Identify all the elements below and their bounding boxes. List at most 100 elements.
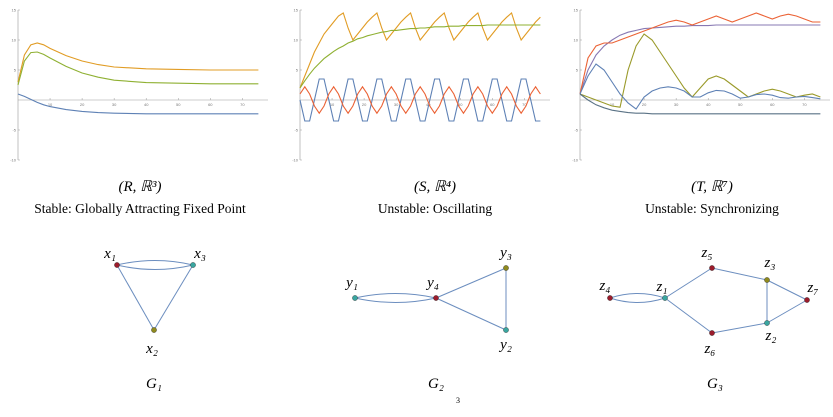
x-tick-label: 60 — [208, 102, 213, 107]
series-line — [17, 93, 259, 115]
x-tick-label: 70 — [522, 102, 527, 107]
node — [503, 265, 509, 271]
series-line — [17, 51, 259, 86]
edge — [664, 267, 713, 299]
y-tick-label: -10 — [572, 158, 579, 163]
x-tick-label: 10 — [330, 102, 335, 107]
chart-title: (T, ℝ⁷) — [691, 179, 733, 195]
y-tick-label: -10 — [292, 158, 299, 163]
x-tick-label: 10 — [610, 102, 615, 107]
edge — [354, 293, 437, 299]
y-tick-label: 5 — [296, 68, 299, 73]
node-label: y₃ — [498, 245, 512, 261]
x-tick-label: 30 — [112, 102, 117, 107]
node — [352, 295, 358, 301]
chart-subtitle: Stable: Globally Attracting Fixed Point — [34, 201, 246, 216]
y-tick-label: 15 — [12, 8, 17, 13]
series-line — [299, 12, 541, 89]
node — [190, 262, 196, 268]
node-label: y₂ — [498, 337, 512, 353]
node — [709, 330, 715, 336]
node — [709, 265, 715, 271]
chart-subtitle: Unstable: Synchronizing — [645, 201, 779, 216]
node-label: y₄ — [425, 275, 439, 291]
series-line — [299, 85, 541, 115]
edge — [435, 297, 507, 331]
x-tick-label: 60 — [490, 102, 495, 107]
y-tick-label: 15 — [574, 8, 579, 13]
x-tick-label: 30 — [674, 102, 679, 107]
edge — [766, 279, 808, 301]
x-tick-label: 50 — [458, 102, 463, 107]
x-tick-label: 20 — [80, 102, 85, 107]
node — [433, 295, 439, 301]
edge — [435, 267, 507, 299]
series-line — [579, 63, 821, 110]
node-label: z₃ — [763, 255, 775, 271]
chart-title: (R, ℝ³) — [118, 179, 161, 195]
series-line — [17, 42, 259, 83]
y-tick-label: 10 — [294, 38, 299, 43]
x-tick-label: 50 — [176, 102, 181, 107]
edge — [354, 297, 437, 303]
x-tick-label: 40 — [706, 102, 711, 107]
x-tick-label: 10 — [48, 102, 53, 107]
y-tick-label: 15 — [294, 8, 299, 13]
y-tick-label: 10 — [12, 38, 17, 43]
node-label: x₂ — [145, 341, 158, 357]
node-label: z₅ — [700, 245, 712, 261]
y-tick-label: -5 — [574, 128, 578, 133]
series-line — [579, 93, 821, 115]
y-tick-label: 10 — [574, 38, 579, 43]
edge — [116, 264, 194, 270]
x-tick-label: 40 — [144, 102, 149, 107]
graph-label: G₂ — [428, 376, 444, 392]
series-line — [579, 24, 821, 95]
node-label: z₆ — [703, 341, 715, 357]
y-tick-label: 5 — [576, 68, 579, 73]
y-tick-label: -5 — [12, 128, 16, 133]
node-label: z₁ — [655, 279, 667, 295]
x-tick-label: 60 — [770, 102, 775, 107]
y-tick-label: -5 — [294, 128, 298, 133]
edge — [664, 297, 713, 334]
edge — [609, 293, 666, 299]
x-tick-label: 30 — [394, 102, 399, 107]
node — [662, 295, 668, 301]
x-tick-label: 70 — [240, 102, 245, 107]
node — [607, 295, 613, 301]
edge — [766, 299, 808, 324]
series-line — [299, 24, 541, 89]
series-line — [579, 33, 821, 108]
node — [804, 297, 810, 303]
edge — [153, 264, 194, 331]
y-tick-label: 5 — [14, 68, 17, 73]
node-label: x₁ — [103, 246, 116, 262]
node-label: z₂ — [764, 328, 776, 344]
chart-subtitle: Unstable: Oscillating — [378, 201, 493, 216]
node-label: z₄ — [598, 278, 610, 294]
edge — [116, 260, 194, 266]
edge — [711, 267, 768, 281]
x-tick-label: 20 — [362, 102, 367, 107]
chart-title: (S, ℝ⁴) — [414, 179, 456, 195]
series-line — [579, 12, 821, 95]
edge — [711, 322, 768, 334]
edge — [609, 297, 666, 303]
edge — [116, 264, 155, 331]
footnote-mark: 3 — [456, 396, 460, 405]
series-line — [299, 78, 541, 122]
node-label: z₇ — [806, 280, 818, 296]
node-label: x₃ — [193, 246, 206, 262]
x-tick-label: 50 — [738, 102, 743, 107]
node — [151, 327, 157, 333]
node — [114, 262, 120, 268]
node — [764, 277, 770, 283]
graph-label: G₁ — [146, 376, 162, 392]
graph-label: G₃ — [707, 376, 723, 392]
x-tick-label: 20 — [642, 102, 647, 107]
node — [764, 320, 770, 326]
x-tick-label: 70 — [802, 102, 807, 107]
node — [503, 327, 509, 333]
